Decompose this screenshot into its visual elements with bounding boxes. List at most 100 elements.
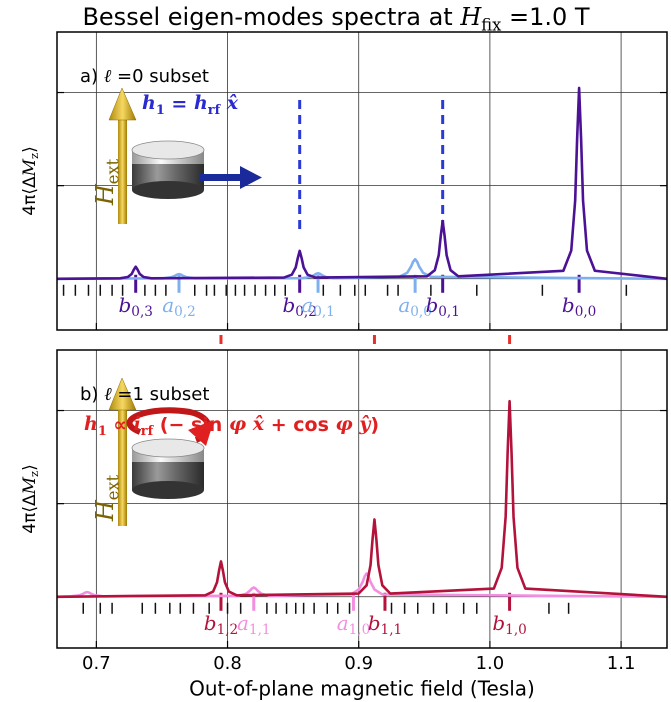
- text-part: 4π⟨Δ: [20, 494, 40, 534]
- field-arrow-head: [108, 87, 137, 121]
- text-part: =1: [112, 384, 144, 405]
- text-part: H: [459, 3, 482, 31]
- text-part: ℓ: [104, 384, 112, 405]
- mode-label: b0,3: [118, 292, 152, 319]
- mode-label: b0,1: [425, 292, 459, 319]
- cylinder-top: [131, 140, 205, 160]
- text-part: φ: [336, 413, 353, 435]
- text-part: 0,2: [174, 303, 196, 319]
- text-part: h: [84, 413, 98, 435]
- text-part: 0,0: [410, 303, 432, 319]
- text-part: z: [27, 471, 41, 477]
- text-part: a: [162, 292, 174, 316]
- text-part: h: [194, 92, 208, 114]
- spectrum-line: [56, 572, 668, 599]
- text-part: H: [91, 183, 119, 206]
- text-part: 1,0: [505, 621, 527, 637]
- chart-title: Bessel eigen-modes spectra at Hfix =1.0 …: [82, 3, 589, 34]
- text-part: 0,1: [313, 303, 335, 319]
- text-part: M: [20, 476, 40, 495]
- text-part: 0,1: [438, 303, 460, 319]
- plot-frame: [56, 349, 668, 649]
- text-part: 1: [156, 102, 165, 117]
- text-part: 0,2: [295, 303, 317, 319]
- text-part: rf: [141, 423, 155, 438]
- drive-annotation: h1 = hrf x̂: [142, 92, 239, 117]
- text-part: b: [204, 610, 217, 634]
- text-part: z: [27, 153, 41, 159]
- labels: Bessel eigen-modes spectra at Hfix =1.0 …: [20, 3, 636, 701]
- text-part: Bessel eigen-modes spectra at: [82, 3, 460, 31]
- text-part: b: [118, 292, 131, 316]
- text-part: 1: [98, 423, 107, 438]
- text-part: rf: [208, 102, 222, 117]
- panel-label: a) ℓ =0 subset: [80, 66, 209, 87]
- text-part: ŷ: [353, 413, 373, 435]
- field-label: Hext: [91, 158, 122, 206]
- field-label: Hext: [91, 474, 122, 522]
- text-part: x̂: [246, 413, 265, 435]
- text-part: h: [142, 92, 156, 114]
- mode-label: b0,2: [282, 292, 316, 319]
- cylinder-top: [131, 438, 205, 458]
- y-axis-label: 4π⟨ΔMz⟩: [20, 146, 42, 215]
- cylinder-bottom: [132, 181, 204, 199]
- spectrum-line: [56, 86, 668, 281]
- text-part: φ: [229, 413, 246, 435]
- x-tick-label: 1.0: [476, 653, 505, 674]
- plots: [56, 31, 668, 649]
- x-tick-label: 0.9: [344, 653, 373, 674]
- text-part: a: [301, 292, 313, 316]
- text-part: ext: [103, 474, 122, 500]
- text-part: a: [237, 610, 249, 634]
- text-part: =: [165, 93, 194, 115]
- text-part: a): [80, 66, 104, 87]
- text-part: fix: [481, 15, 501, 34]
- text-part: H: [91, 499, 119, 522]
- text-part: b): [80, 384, 104, 405]
- rf-swirl-head: [188, 420, 214, 446]
- spectrum-line: [56, 257, 668, 281]
- rf-arrow-head: [240, 166, 262, 189]
- mode-label: a1,0: [337, 610, 371, 637]
- text-part: b: [282, 292, 295, 316]
- text-part: i: [134, 413, 141, 435]
- x-tick-label: 1.1: [607, 653, 636, 674]
- text-part: subset: [144, 384, 209, 405]
- mode-label: b0,0: [562, 292, 596, 319]
- plot-area: [57, 350, 667, 648]
- field-arrow-head: [108, 377, 137, 411]
- text-part: =0: [111, 66, 143, 87]
- text-part: 0,3: [131, 303, 153, 319]
- drive-annotation: h1 ∝ irf (− sin φ x̂ + cos φ ŷ): [84, 413, 379, 438]
- text-part: (− sin: [153, 414, 229, 436]
- text-part: 4π⟨Δ: [20, 176, 40, 216]
- text-part: a: [398, 292, 410, 316]
- text-part: x̂: [220, 92, 239, 114]
- text-part: ): [370, 414, 379, 436]
- sample-icon: [108, 87, 262, 224]
- sample-icon: [108, 377, 214, 526]
- text-part: ℓ: [104, 66, 112, 87]
- panel-label: b) ℓ =1 subset: [80, 384, 209, 405]
- mode-label: a1,1: [237, 610, 271, 637]
- text-part: 1,0: [349, 621, 371, 637]
- text-part: b: [492, 610, 505, 634]
- text-part: ext: [103, 158, 122, 184]
- text-part: 0,0: [575, 303, 597, 319]
- field-arrow: [118, 112, 127, 224]
- text-part: 1,1: [249, 621, 271, 637]
- mode-label: b1,0: [492, 610, 526, 637]
- text-part: b: [425, 292, 438, 316]
- field-arrow: [118, 402, 127, 526]
- text-part: b: [562, 292, 575, 316]
- text-part: =1.0 T: [501, 3, 590, 31]
- text-part: M: [20, 158, 40, 177]
- text-part: + cos: [264, 414, 335, 436]
- cylinder-bottom: [132, 481, 204, 499]
- text-part: 1,1: [381, 621, 403, 637]
- text-part: ⟩: [20, 464, 40, 471]
- rf-arrow: [200, 174, 242, 181]
